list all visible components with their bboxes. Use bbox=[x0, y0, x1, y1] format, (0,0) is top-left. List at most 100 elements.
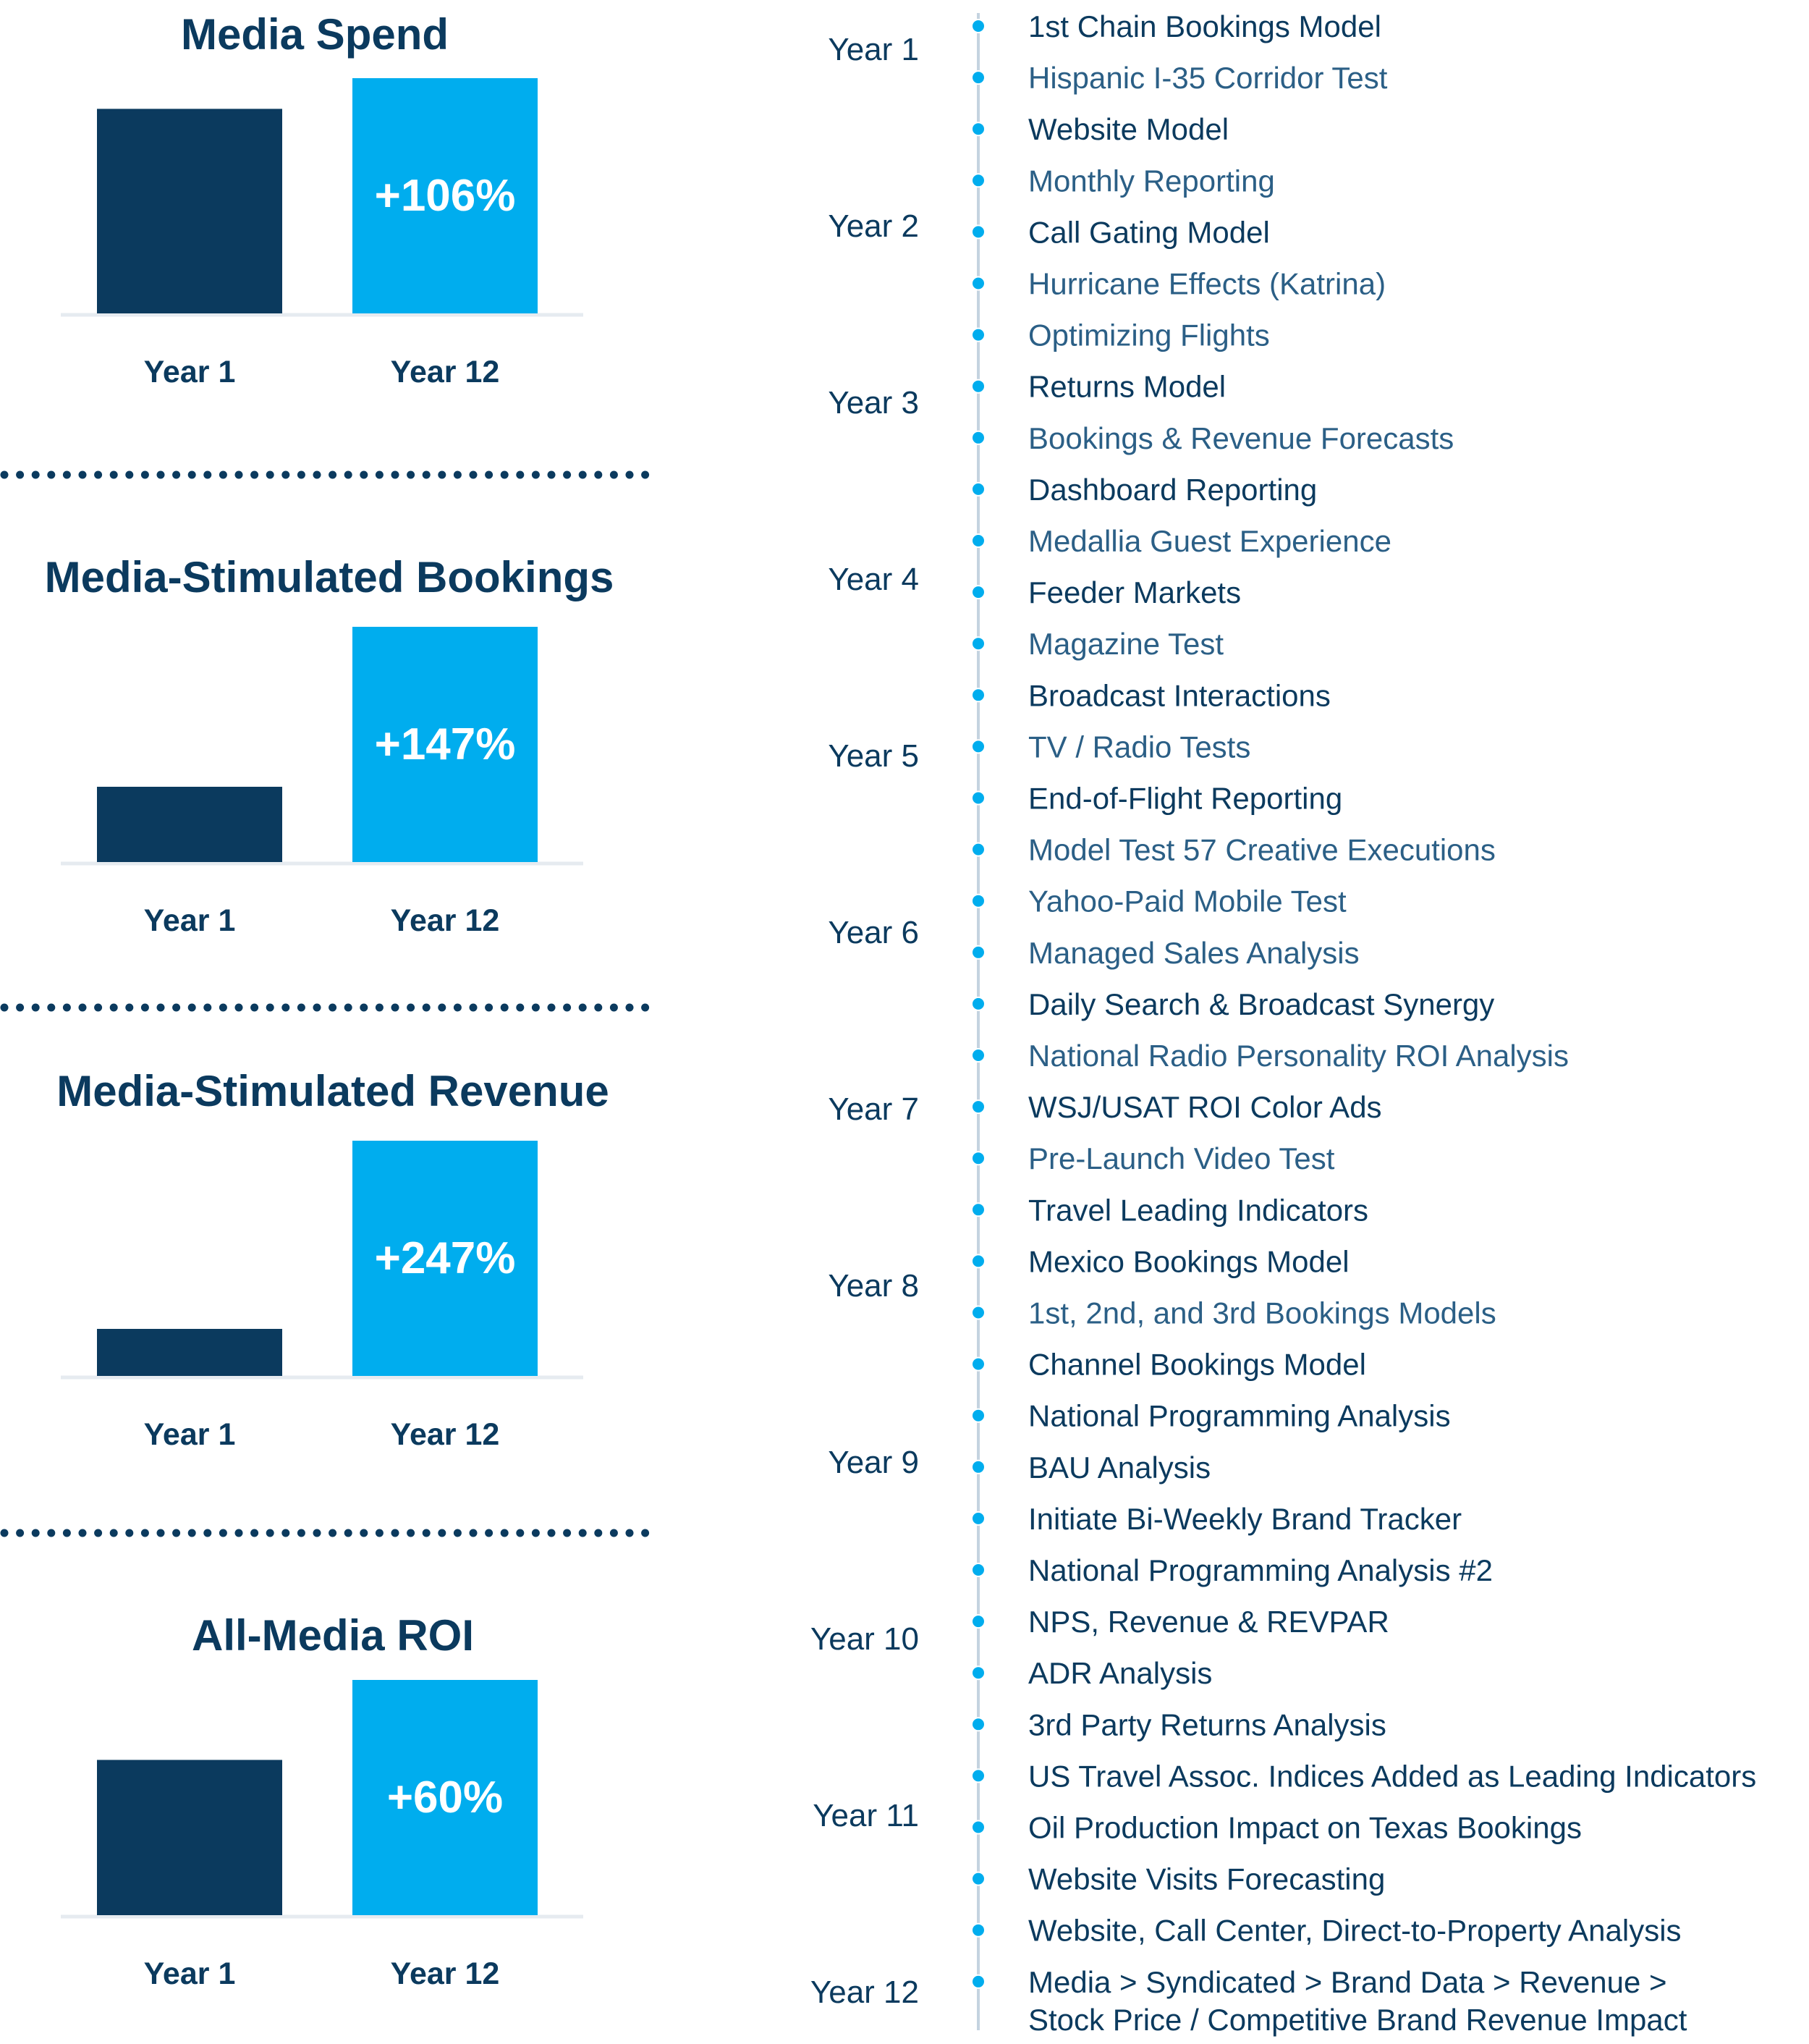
timeline-item: Returns Model bbox=[971, 370, 1226, 404]
separator-dot bbox=[469, 1529, 478, 1537]
timeline-dot-icon bbox=[971, 533, 986, 548]
separator-dot bbox=[62, 1003, 71, 1012]
timeline-item-label: Media > Syndicated > Brand Data > Revenu… bbox=[1028, 1965, 1667, 1999]
separator-dot bbox=[422, 1529, 431, 1537]
timeline-dot-icon bbox=[971, 19, 986, 33]
separator-dot bbox=[485, 470, 493, 479]
timeline-item: US Travel Assoc. Indices Added as Leadin… bbox=[971, 1759, 1756, 1793]
separator-dot bbox=[94, 1003, 103, 1012]
timeline-dot-icon bbox=[971, 1048, 986, 1063]
timeline-dot-icon bbox=[971, 481, 986, 497]
data-label: +247% bbox=[375, 1233, 516, 1283]
timeline-item: Optimizing Flights bbox=[971, 318, 1270, 352]
separator-dot bbox=[344, 1003, 352, 1012]
separator-dot bbox=[125, 1003, 134, 1012]
separator-dot bbox=[266, 1003, 274, 1012]
timeline-item-label: Website, Call Center, Direct-to-Property… bbox=[1028, 1914, 1682, 1948]
dotted-separator bbox=[0, 1529, 650, 1537]
category-label: Year 1 bbox=[144, 355, 236, 389]
year-label: Year 8 bbox=[828, 1268, 919, 1304]
separator-dot bbox=[156, 1003, 165, 1012]
timeline-item-label: Hurricane Effects (Katrina) bbox=[1028, 267, 1386, 301]
separator-dot bbox=[422, 1003, 431, 1012]
timeline-dot-icon bbox=[971, 1717, 986, 1732]
separator-dot bbox=[109, 470, 118, 479]
timeline-item-label: Returns Model bbox=[1028, 370, 1226, 404]
timeline-dot-icon bbox=[971, 173, 986, 188]
separator-dot bbox=[594, 470, 603, 479]
category-label: Year 1 bbox=[144, 1417, 236, 1452]
timeline-item-label: Mexico Bookings Model bbox=[1028, 1244, 1350, 1278]
separator-dot bbox=[485, 1003, 493, 1012]
timeline-item-label: Stock Price / Competitive Brand Revenue … bbox=[1028, 2003, 1687, 2037]
chart-2: Media-Stimulated Bookings Year 1 +147% Year… bbox=[45, 553, 614, 938]
timeline-item: WSJ/USAT ROI Color Ads bbox=[971, 1090, 1382, 1124]
timeline-dot-icon bbox=[971, 1665, 986, 1681]
bar-year-1 bbox=[97, 787, 282, 862]
timeline-dot-icon bbox=[971, 1459, 986, 1474]
separator-dot bbox=[172, 1529, 181, 1537]
separator-dot bbox=[531, 470, 540, 479]
timeline-item-label: NPS, Revenue & REVPAR bbox=[1028, 1605, 1389, 1639]
separator-dot bbox=[329, 1003, 337, 1012]
timeline-item: TV / Radio Tests bbox=[971, 730, 1250, 764]
separator-dot bbox=[234, 1003, 243, 1012]
timeline-item: Feeder Markets bbox=[971, 575, 1241, 609]
separator-dot bbox=[500, 470, 509, 479]
separator-dot bbox=[329, 1529, 337, 1537]
timeline-item: Hurricane Effects (Katrina) bbox=[971, 267, 1386, 301]
timeline-item: End-of-Flight Reporting bbox=[971, 782, 1342, 816]
timeline-item: BAU Analysis bbox=[971, 1450, 1211, 1485]
separator-dot bbox=[422, 470, 431, 479]
year-label: Year 1 bbox=[828, 32, 919, 67]
timeline-item-label: 1st, 2nd, and 3rd Bookings Models bbox=[1028, 1296, 1496, 1330]
separator-dot bbox=[250, 470, 259, 479]
timeline-item-label: Oil Production Impact on Texas Bookings bbox=[1028, 1811, 1582, 1845]
separator-dot bbox=[516, 1003, 525, 1012]
separator-dot bbox=[31, 470, 40, 479]
timeline-dot-icon bbox=[971, 1563, 986, 1577]
timeline-item-label: Website Model bbox=[1028, 112, 1229, 146]
year-label: Year 11 bbox=[813, 1798, 919, 1833]
timeline-item: Initiate Bi-Weekly Brand Tracker bbox=[971, 1502, 1462, 1536]
separator-dot bbox=[187, 1003, 196, 1012]
separator-dot bbox=[16, 1003, 25, 1012]
timeline-dot-icon bbox=[971, 1356, 986, 1372]
timeline-item-label: Monthly Reporting bbox=[1028, 164, 1275, 198]
timeline-item: Medallia Guest Experience bbox=[971, 524, 1391, 558]
timeline-item: Bookings & Revenue Forecasts bbox=[971, 421, 1454, 455]
timeline-dot-icon bbox=[971, 790, 986, 806]
timeline-item-label: National Programming Analysis #2 bbox=[1028, 1553, 1493, 1587]
chart-1: Media Spend Year 1 +106% Year 12 bbox=[61, 10, 583, 389]
timeline-item-label: Magazine Test bbox=[1028, 627, 1224, 661]
separator-dot bbox=[609, 470, 618, 479]
data-label: +106% bbox=[375, 171, 516, 221]
timeline-item-label: End-of-Flight Reporting bbox=[1028, 782, 1342, 816]
year-label: Year 4 bbox=[828, 562, 919, 597]
chart-title: Media-Stimulated Bookings bbox=[45, 553, 614, 601]
separator-dot bbox=[547, 1529, 556, 1537]
separator-dot bbox=[625, 1003, 634, 1012]
timeline-dot-icon bbox=[971, 1614, 986, 1629]
timeline-item: Mexico Bookings Model bbox=[971, 1244, 1350, 1278]
dotted-separator bbox=[0, 1003, 650, 1012]
separator-dot bbox=[203, 1529, 212, 1537]
separator-dot bbox=[94, 1529, 103, 1537]
separator-dot bbox=[485, 1529, 493, 1537]
separator-dot bbox=[438, 1529, 446, 1537]
year-label: Year 12 bbox=[810, 1975, 919, 2010]
separator-dot bbox=[125, 470, 134, 479]
timeline-dot-icon bbox=[971, 1408, 986, 1423]
category-label: Year 12 bbox=[391, 1956, 500, 1991]
timeline-item-label: Website Visits Forecasting bbox=[1028, 1862, 1385, 1896]
separator-dot bbox=[329, 470, 337, 479]
separator-dot bbox=[375, 1529, 384, 1537]
separator-dot bbox=[344, 470, 352, 479]
separator-dot bbox=[47, 1003, 56, 1012]
separator-dot bbox=[625, 1529, 634, 1537]
separator-dot bbox=[266, 1529, 274, 1537]
separator-dot bbox=[360, 470, 368, 479]
separator-dot bbox=[563, 1529, 572, 1537]
separator-dot bbox=[360, 1003, 368, 1012]
